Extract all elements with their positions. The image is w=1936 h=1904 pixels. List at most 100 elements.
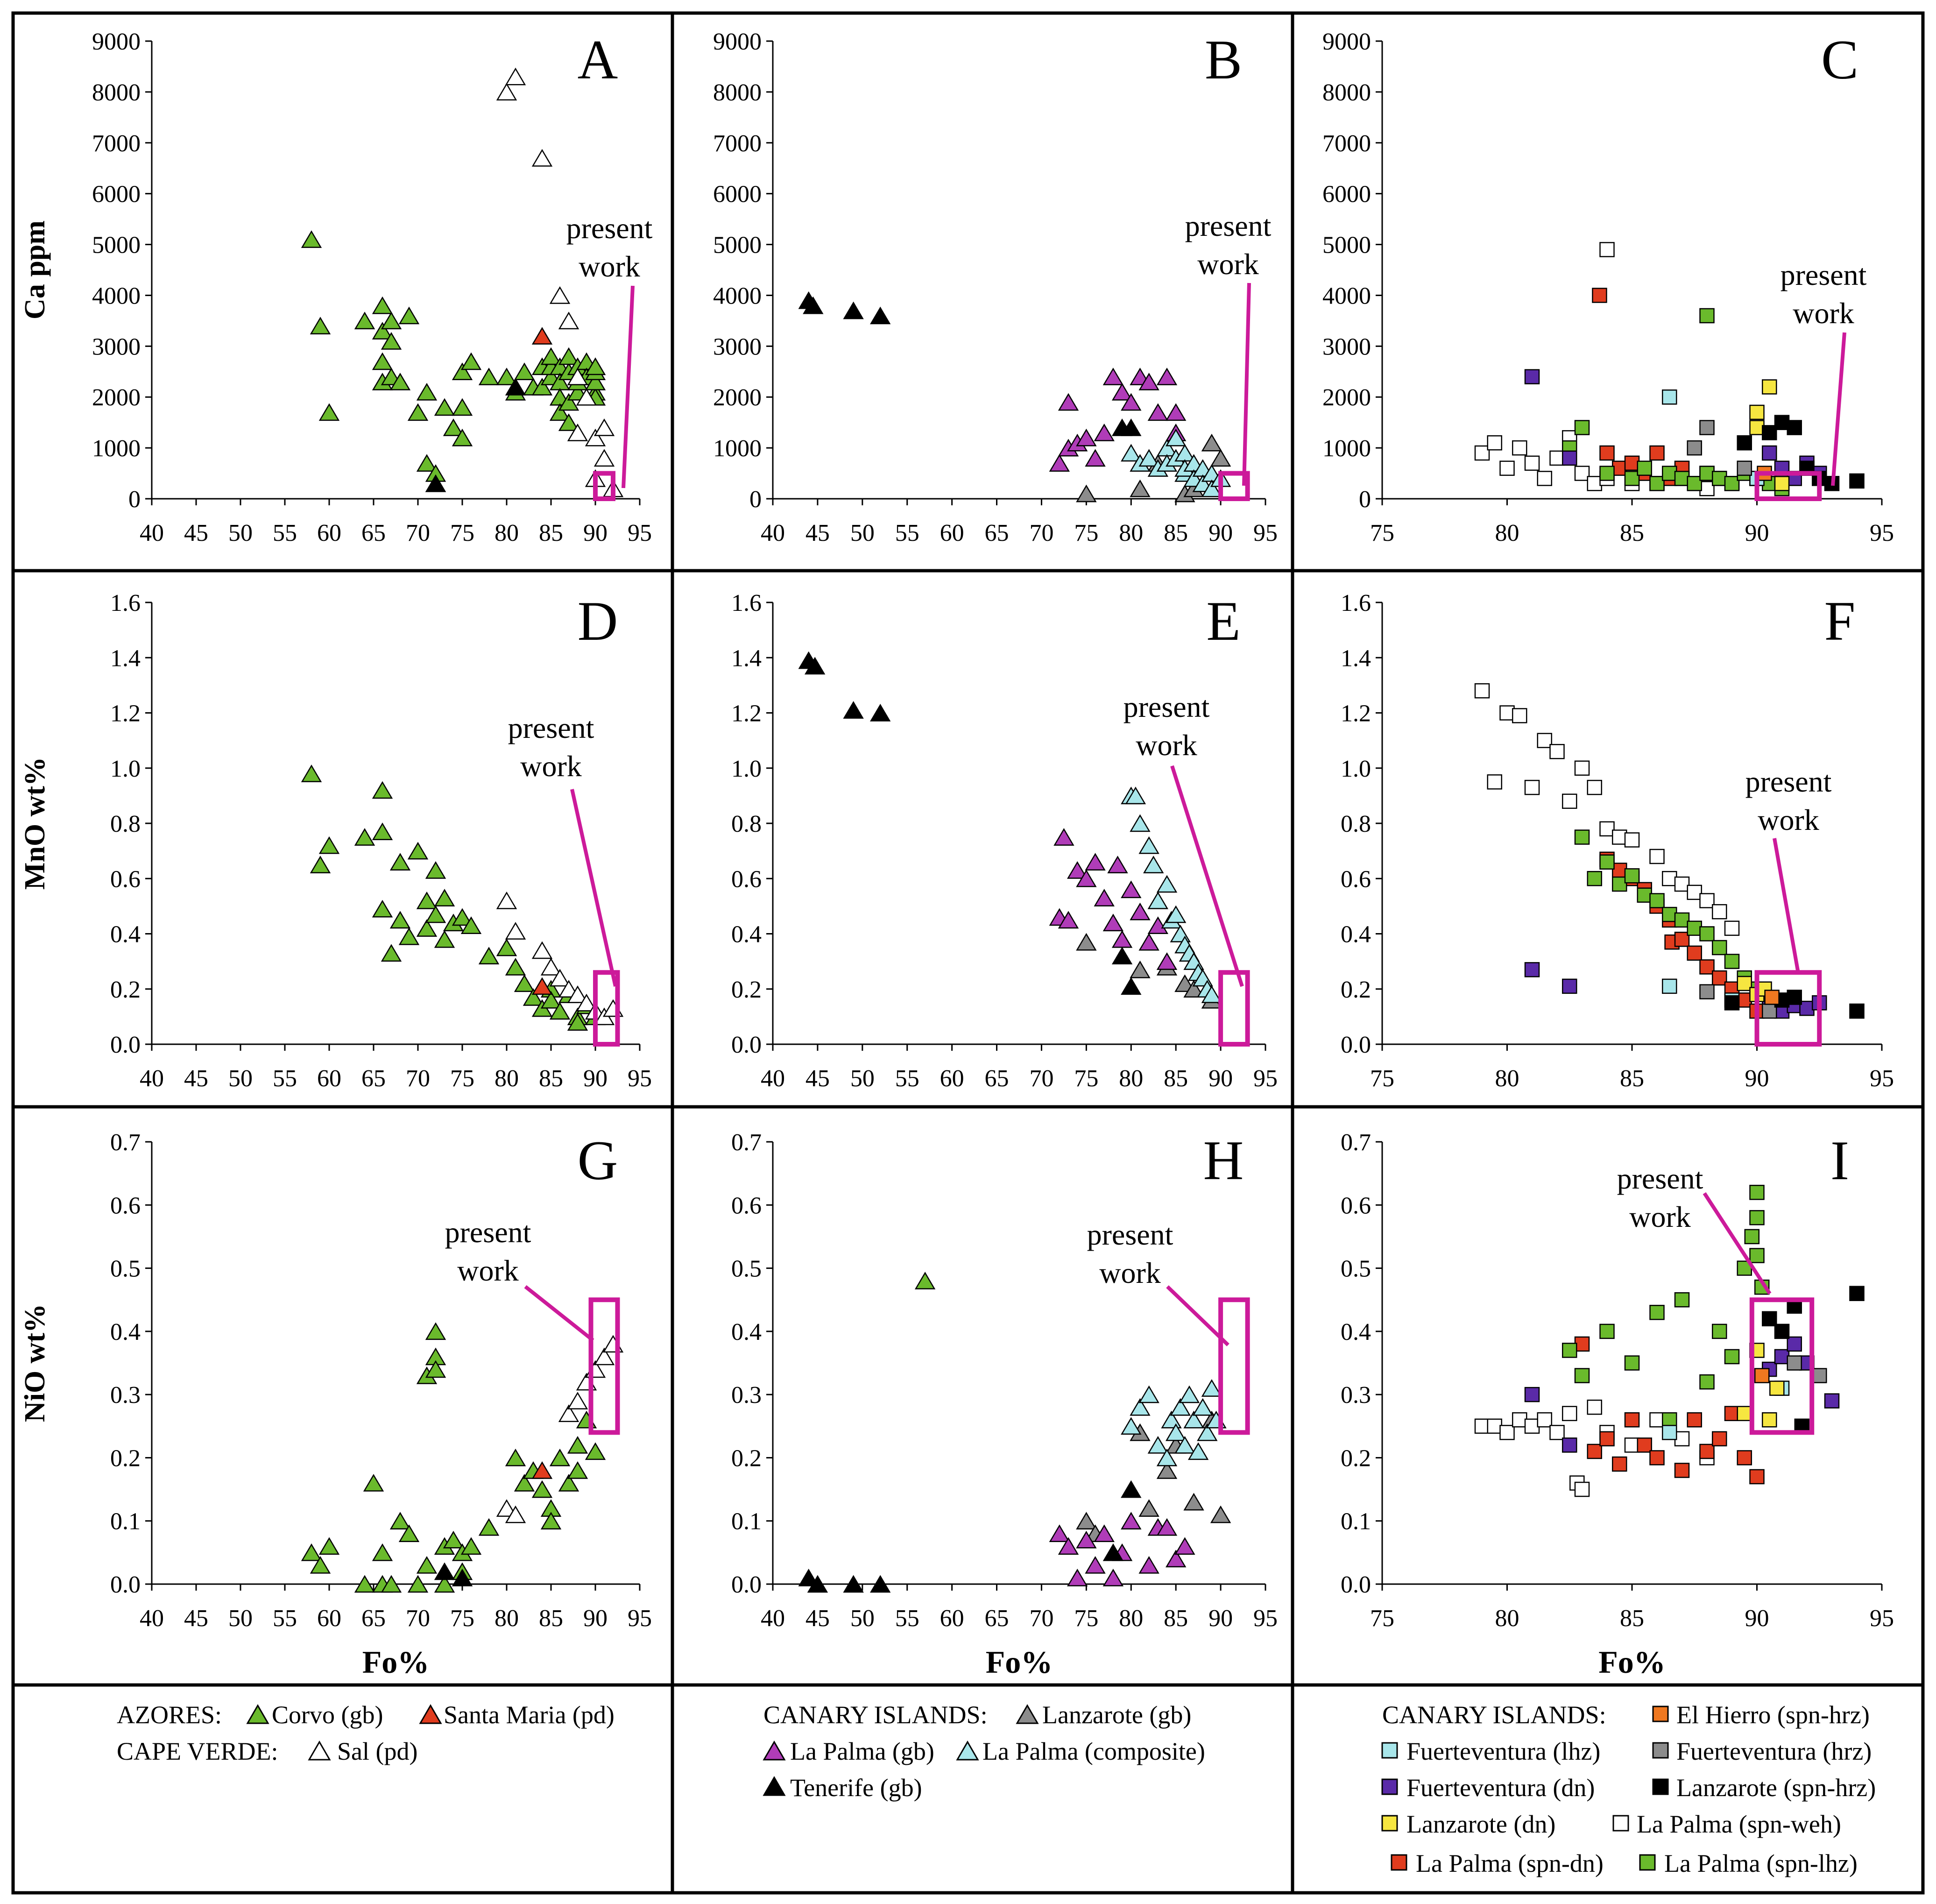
- legend-marker-corvo: [246, 1704, 269, 1724]
- present-work-leader: [1703, 1192, 1772, 1295]
- legend-marker-santa-maria: [419, 1704, 442, 1724]
- data-point: [1649, 893, 1665, 908]
- x-axis-title: Fo%: [986, 1644, 1053, 1680]
- legend-marker-lanz-dn: [1381, 1815, 1398, 1832]
- data-point: [1774, 1349, 1790, 1365]
- data-point: [1674, 912, 1690, 928]
- legend-elhierro: El Hierro (spn-hrz): [1676, 1701, 1870, 1729]
- panel-B: 0 1000 2000 3000 4000 5000 6000 7000 8000 9000 40 4…: [713, 28, 1278, 546]
- data-point: [1102, 1543, 1124, 1561]
- legend-fuert-dn: Fuerteventura (dn): [1406, 1774, 1595, 1802]
- y-tick-label: 0.2: [731, 1445, 762, 1472]
- data-point: [1774, 415, 1790, 430]
- data-point: [1130, 960, 1151, 978]
- data-point: [1138, 836, 1159, 854]
- data-point: [514, 362, 535, 381]
- data-point: [1562, 978, 1577, 994]
- data-point: [540, 347, 562, 365]
- y-tick-label: 0.4: [1341, 1319, 1371, 1345]
- data-point: [354, 828, 375, 846]
- data-point: [505, 957, 526, 976]
- data-point: [1762, 1311, 1777, 1327]
- series-la-palma-composite-: [1121, 428, 1231, 497]
- data-point: [1587, 779, 1602, 795]
- data-point: [558, 311, 579, 330]
- data-point: [558, 393, 579, 411]
- present-work-label-line2: work: [1099, 1256, 1161, 1289]
- legend-lapalma-comp: La Palma (composite): [982, 1737, 1205, 1765]
- data-point: [301, 1543, 322, 1561]
- data-point: [567, 423, 588, 441]
- y-tick-label: 3000: [713, 333, 762, 360]
- data-point: [807, 1575, 828, 1593]
- data-point: [1699, 1444, 1715, 1459]
- data-point: [505, 377, 526, 396]
- data-point: [1744, 1229, 1760, 1245]
- data-point: [318, 403, 340, 421]
- data-point: [425, 905, 446, 923]
- data-point: [1076, 428, 1097, 446]
- data-point: [1147, 1436, 1169, 1454]
- legend-marker-sal: [308, 1741, 331, 1761]
- data-point: [1649, 849, 1665, 864]
- data-point: [1102, 368, 1124, 385]
- panel-letter: B: [1205, 28, 1242, 91]
- y-tick-label: 0.0: [731, 1032, 762, 1058]
- series-la-palma-gb-: [1049, 368, 1187, 472]
- legend-marker-fuert-lhz: [1381, 1742, 1398, 1759]
- y-tick-label: 0.2: [110, 977, 141, 1003]
- legend-tenerife: Tenerife (gb): [790, 1774, 922, 1802]
- data-point: [1687, 476, 1702, 491]
- data-point: [1687, 1412, 1702, 1428]
- panel-letter: D: [578, 590, 618, 652]
- data-point: [1587, 1444, 1602, 1459]
- data-point: [1085, 1556, 1106, 1574]
- data-point: [425, 1322, 446, 1340]
- y-tick-label: 0.2: [110, 1445, 141, 1472]
- legend-fuert-lhz: Fuerteventura (lhz): [1406, 1737, 1600, 1765]
- x-tick-label: 65: [361, 520, 386, 546]
- y-tick-label: 1.6: [110, 590, 141, 616]
- data-point: [1138, 1385, 1159, 1403]
- x-tick-label: 85: [1164, 520, 1188, 546]
- legend-canary-label-2: CANARY ISLANDS:: [763, 1701, 988, 1729]
- x-tick-label: 75: [1370, 1605, 1394, 1632]
- data-point: [1749, 1469, 1765, 1485]
- data-point: [1624, 1355, 1640, 1371]
- x-tick-label: 85: [1620, 1605, 1644, 1632]
- data-point: [1076, 1512, 1097, 1529]
- x-tick-label: 95: [628, 520, 652, 546]
- data-point: [1737, 435, 1752, 451]
- data-point: [1094, 1524, 1115, 1543]
- legend-lanz-spnhrz: Lanzarote (spn-hrz): [1676, 1774, 1876, 1802]
- x-tick-label: 70: [406, 1605, 430, 1632]
- series-la-palma-composite-: [1121, 786, 1222, 1003]
- data-point: [478, 947, 500, 965]
- y-tick-label: 0.3: [110, 1382, 141, 1409]
- data-point: [1524, 962, 1540, 977]
- y-tick-label: 0.2: [731, 977, 762, 1003]
- data-point: [1762, 1003, 1777, 1019]
- panel-D: 0.0 0.2 0.4 0.6 0.8 1.0 1.2 1.4 1.6 40 45 50 55 60 65 7…: [19, 590, 652, 1092]
- legend-marker-fuert-hrz: [1652, 1742, 1669, 1759]
- data-point: [1165, 905, 1187, 923]
- series-fuerteventura-hrz-: [1699, 984, 1777, 1019]
- series-la-palma-composite-: [1121, 1379, 1227, 1466]
- legend-fuert-hrz: Fuerteventura (hrz): [1676, 1737, 1872, 1765]
- data-point: [434, 889, 455, 906]
- x-tick-label: 95: [1253, 1605, 1278, 1632]
- data-point: [1562, 1343, 1577, 1358]
- x-tick-label: 90: [1745, 1065, 1769, 1092]
- data-point: [1599, 242, 1615, 257]
- data-point: [1599, 1431, 1615, 1447]
- data-point: [1574, 420, 1590, 435]
- x-tick-label: 50: [850, 520, 875, 546]
- y-tick-label: 5000: [713, 232, 762, 259]
- present-work-leader: [524, 1285, 594, 1342]
- legend-marker-lp-spndn: [1391, 1854, 1407, 1871]
- y-tick-label: 0.3: [1341, 1382, 1371, 1409]
- present-work-label-line2: work: [1197, 248, 1259, 281]
- x-tick-label: 80: [1119, 520, 1143, 546]
- data-point: [372, 352, 393, 370]
